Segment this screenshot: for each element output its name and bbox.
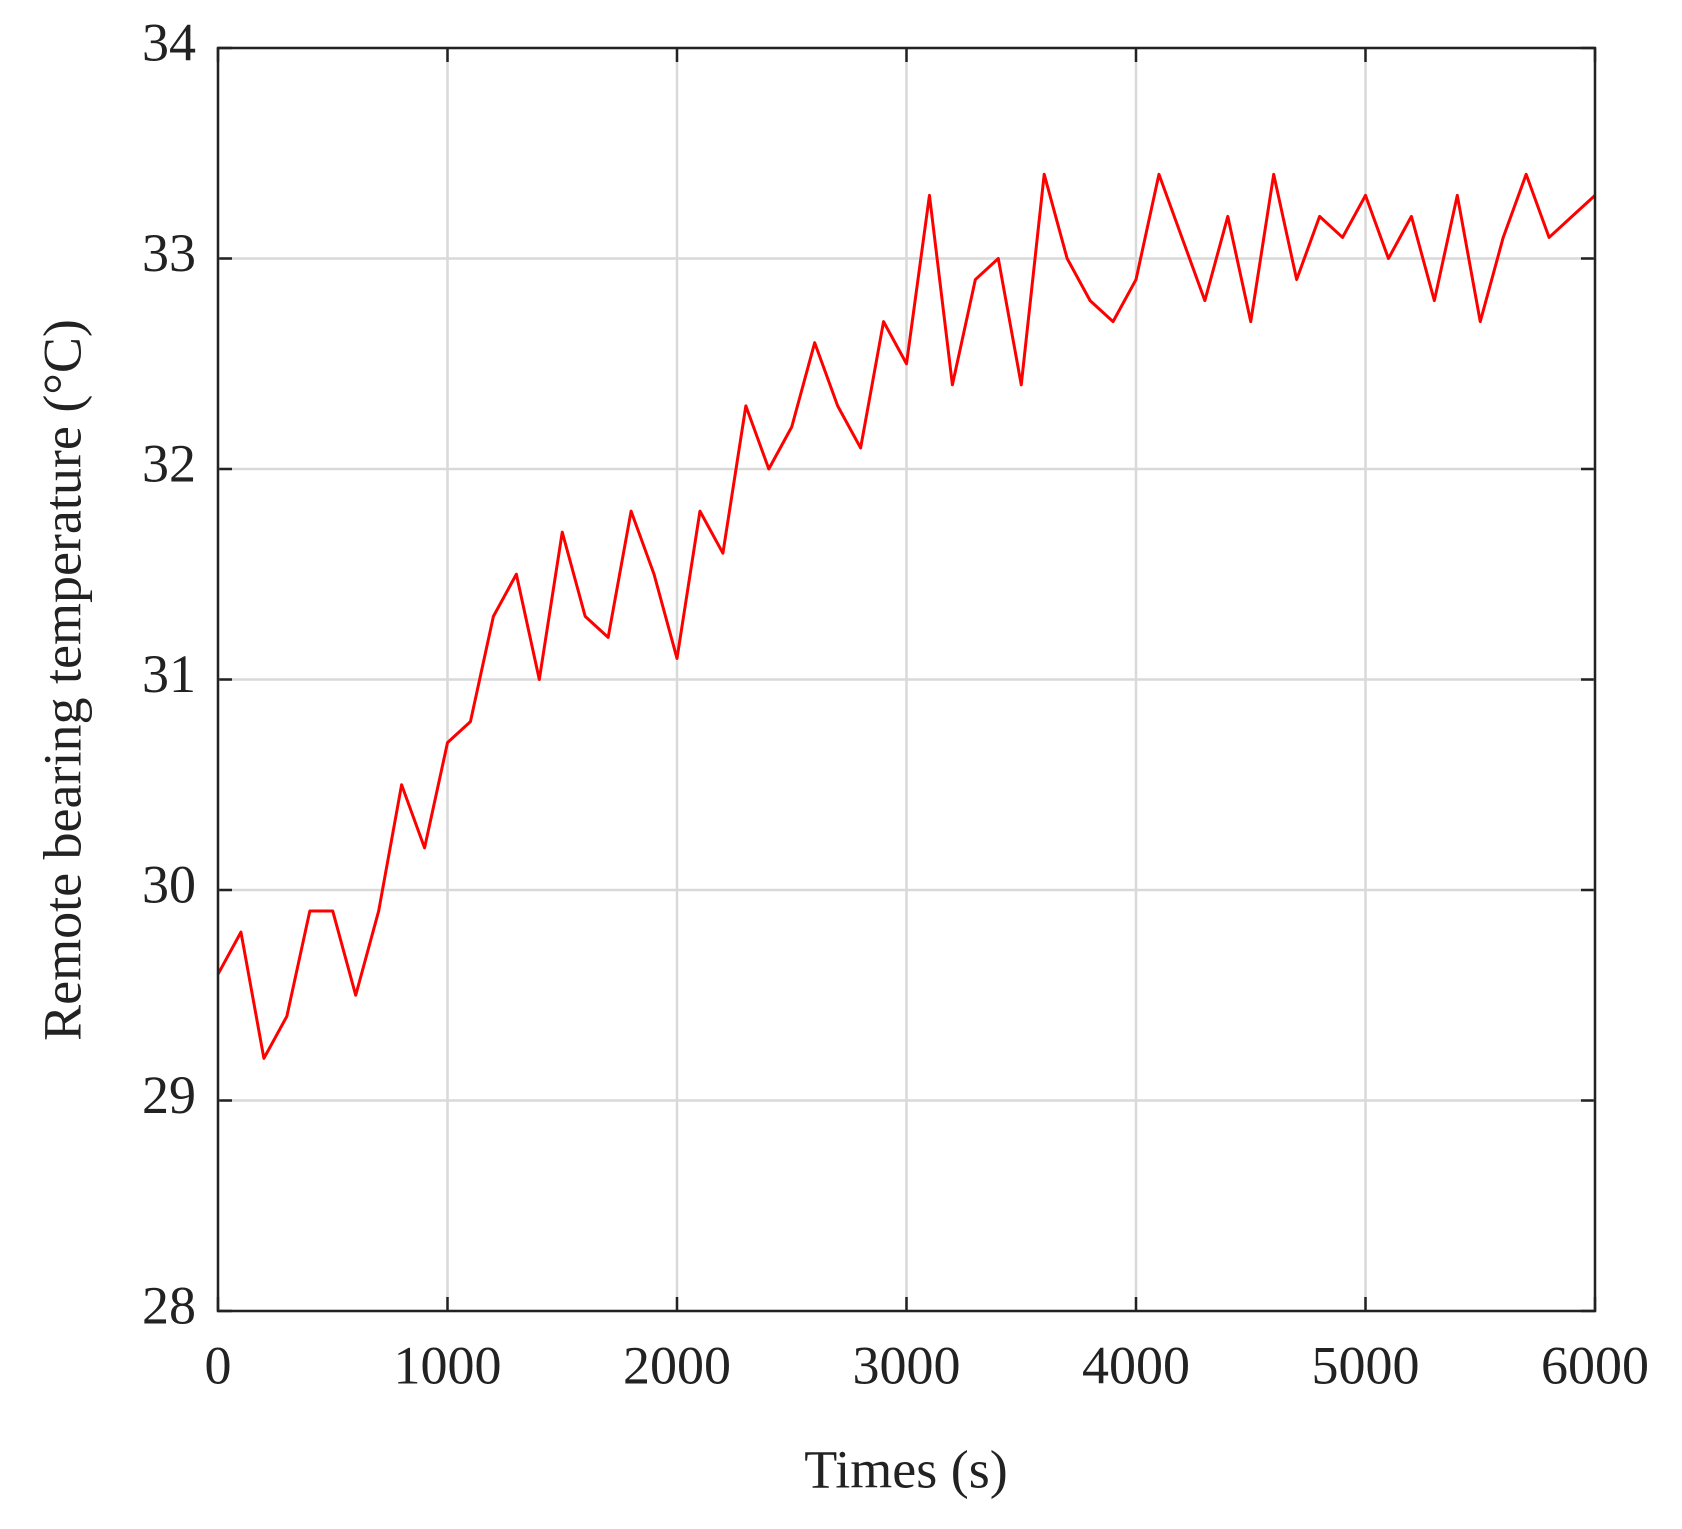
y-tick-label: 31: [142, 644, 196, 704]
y-tick-label: 34: [142, 12, 196, 72]
x-tick-label: 1000: [394, 1335, 502, 1395]
x-tick-label: 5000: [1312, 1335, 1420, 1395]
y-tick-label: 29: [142, 1065, 196, 1125]
x-tick-label: 6000: [1541, 1335, 1649, 1395]
y-tick-label: 32: [142, 433, 196, 493]
y-axis-title: Remote bearing temperature (°C): [32, 319, 92, 1041]
x-tick-label: 2000: [623, 1335, 731, 1395]
plot-frame: [216, 46, 1597, 1313]
x-tick-label: 3000: [853, 1335, 961, 1395]
y-tick-label: 30: [142, 854, 196, 914]
x-tick-label: 4000: [1082, 1335, 1190, 1395]
x-tick-label: 0: [205, 1335, 232, 1395]
x-axis-title: Times (s): [804, 1439, 1008, 1499]
y-tick-label: 33: [142, 223, 196, 283]
y-tick-label: 28: [142, 1275, 196, 1335]
data-line: [216, 172, 1597, 1060]
